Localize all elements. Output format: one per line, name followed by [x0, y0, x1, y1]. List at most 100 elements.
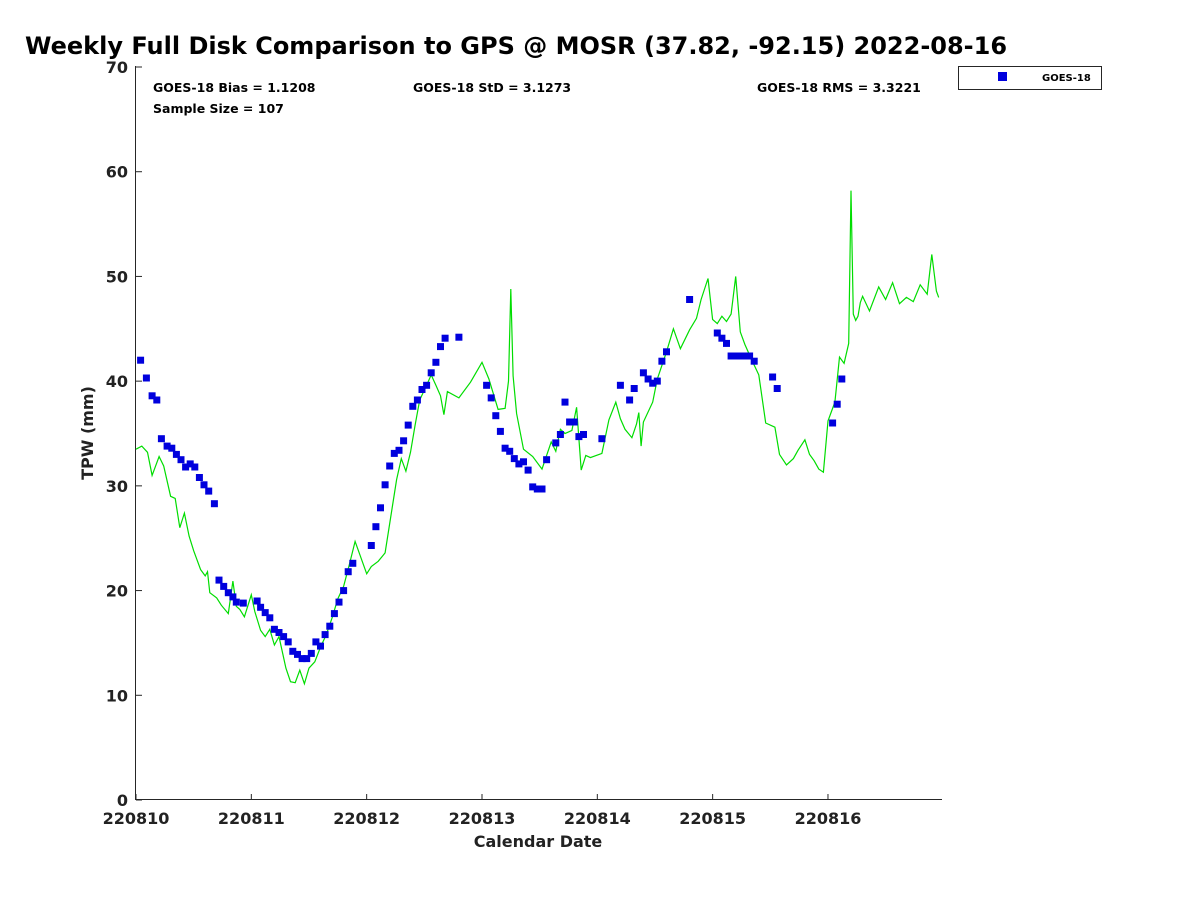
goes-18-point	[487, 394, 495, 402]
goes-18-point	[580, 431, 587, 438]
y-tick-label: 20	[106, 582, 128, 601]
x-tick-label: 220816	[795, 809, 862, 828]
goes-18-point	[543, 456, 551, 464]
goes-18-point	[686, 296, 694, 303]
x-tick-label: 220811	[218, 809, 285, 828]
bias-stat: GOES-18 Bias = 1.1208	[153, 80, 315, 95]
goes-18-point	[736, 352, 744, 360]
goes-18-point	[270, 625, 278, 633]
goes-18-point	[168, 444, 176, 452]
goes-18-point	[663, 348, 670, 356]
goes-18-point	[386, 462, 394, 470]
y-axis-label: TPW (mm)	[78, 386, 97, 480]
x-axis-label: Calendar Date	[474, 832, 603, 851]
legend-marker-goes-18	[998, 72, 1007, 81]
goes-18-point	[239, 599, 247, 607]
goes-18-point	[157, 435, 165, 443]
goes-18-point	[148, 392, 156, 400]
goes-18-point	[732, 352, 740, 360]
goes-18-point	[413, 396, 421, 404]
goes-18-point	[552, 439, 560, 447]
stats-annotations: GOES-18 Bias = 1.1208 GOES-18 StD = 3.12…	[153, 80, 921, 116]
goes-18-point	[506, 447, 514, 455]
goes-18-point	[381, 481, 389, 489]
goes-18-point	[177, 456, 185, 464]
goes-18-point	[570, 418, 578, 426]
goes-18-point	[409, 402, 417, 410]
y-tick-label: 30	[106, 477, 128, 496]
chart-title: Weekly Full Disk Comparison to GPS @ MOS…	[25, 32, 1007, 60]
goes-18-point	[153, 396, 161, 404]
goes-18-point	[492, 412, 500, 420]
goes-18-point	[496, 427, 504, 435]
x-tick-label: 220813	[449, 809, 516, 828]
goes-18-point	[404, 421, 412, 429]
x-tick-label: 220810	[103, 809, 170, 828]
goes-18-point	[280, 633, 288, 641]
goes-18-point	[372, 523, 380, 531]
goes-18-point	[423, 381, 431, 389]
legend: GOES-18	[958, 66, 1102, 90]
goes-18-point	[163, 442, 171, 450]
goes-18-point	[294, 650, 301, 658]
goes-18-point	[205, 487, 213, 495]
x-tick-label: 220812	[333, 809, 400, 828]
y-tick-label: 50	[106, 267, 128, 286]
goes-18-point	[538, 485, 546, 493]
goes-18-point	[344, 568, 352, 576]
goes-18-point	[289, 647, 297, 655]
goes-18-point	[298, 655, 306, 663]
goes-18-point	[501, 444, 509, 452]
goes-18-point	[257, 603, 265, 611]
y-ticks: 0 10 20 30 40 50 60 70	[106, 58, 142, 810]
goes-18-point	[330, 610, 338, 618]
goes-18-point	[427, 369, 435, 377]
goes-18-point	[266, 614, 274, 622]
goes-18-point	[195, 474, 203, 481]
goes-18-point	[833, 400, 841, 408]
goes-18-point	[367, 542, 375, 549]
goes-18-point	[520, 458, 527, 466]
goes-18-point	[191, 463, 199, 471]
goes-18-point	[307, 649, 315, 657]
goes-18-point	[556, 431, 564, 438]
y-tick-label: 60	[106, 163, 128, 182]
gps-line	[135, 190, 940, 686]
goes-18-point	[533, 485, 541, 493]
goes-18-point	[575, 433, 583, 441]
y-tick-label: 10	[106, 686, 128, 705]
goes-18-point	[515, 460, 523, 468]
goes-18-point	[172, 450, 180, 458]
goes-18-point	[773, 385, 781, 392]
goes-18-point	[649, 379, 657, 387]
goes-18-point	[455, 333, 463, 341]
std-stat: GOES-18 StD = 3.1273	[413, 80, 571, 95]
goes-18-point	[210, 500, 218, 508]
x-tick-label: 220814	[564, 809, 631, 828]
goes-18-point	[200, 481, 208, 489]
legend-label-goes-18: GOES-18	[1042, 73, 1091, 84]
goes-18-point	[253, 597, 261, 605]
goes-18-point	[261, 609, 269, 617]
goes-18-point	[746, 352, 754, 360]
goes-18-point	[229, 593, 237, 601]
goes-18-point	[741, 352, 749, 360]
goes-18-point	[639, 369, 647, 377]
goes-18-point	[220, 582, 228, 590]
goes-18-point	[838, 375, 846, 383]
gps-series	[135, 190, 940, 686]
goes-18-point	[524, 466, 532, 474]
goes-18-point	[769, 373, 777, 381]
goes-18-point	[630, 385, 638, 392]
axes	[135, 66, 942, 800]
goes-18-point	[377, 504, 384, 512]
goes-18-point	[224, 589, 232, 597]
goes-18-point	[598, 435, 606, 443]
goes-18-point	[829, 419, 837, 427]
goes-18-point	[626, 396, 634, 404]
goes-18-point	[312, 638, 320, 646]
legend-box	[958, 66, 1102, 90]
goes-18-point	[437, 343, 444, 351]
x-ticks: 220810 220811 220812 220813 220814 220815 2208…	[103, 794, 862, 828]
